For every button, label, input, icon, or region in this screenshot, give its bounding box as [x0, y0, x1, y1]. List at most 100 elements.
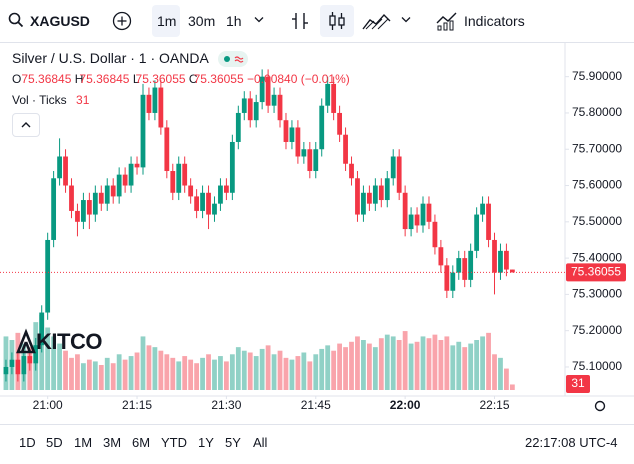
search-icon[interactable]	[8, 12, 24, 28]
candle-body	[98, 192, 104, 204]
selected-bg	[320, 5, 354, 37]
candle-body	[229, 141, 235, 193]
candle-body	[295, 127, 301, 157]
candle-body	[259, 76, 265, 103]
price-label-bg	[566, 263, 626, 282]
candle-body	[218, 185, 223, 204]
volume-bar	[301, 352, 307, 390]
volume-bar	[152, 347, 158, 390]
candle-body	[384, 178, 390, 201]
candle-body	[420, 203, 426, 226]
approx-icon	[234, 56, 244, 63]
volume-bar	[307, 361, 313, 390]
candle-body	[33, 345, 39, 364]
y-tick-label: 75.10000	[572, 359, 622, 373]
settings-icon[interactable]	[594, 400, 606, 412]
candle-body	[283, 120, 289, 142]
candle-body	[402, 192, 408, 230]
label: H	[74, 72, 84, 86]
candle-body	[331, 83, 337, 113]
compare-icon[interactable]	[290, 11, 310, 31]
add-symbol[interactable]	[112, 11, 132, 31]
interval[interactable]: 1m	[157, 13, 177, 29]
close: 75.36055	[193, 72, 244, 86]
candle-body	[462, 258, 468, 280]
range[interactable]: 5D	[46, 435, 63, 450]
x-tick-label: 22:15	[479, 398, 509, 412]
volume-bar	[337, 343, 342, 390]
candle-body	[194, 196, 200, 211]
volume-bar	[396, 340, 402, 390]
candle-body	[349, 163, 354, 179]
volume-bar	[402, 331, 408, 390]
status-badge[interactable]	[217, 51, 248, 68]
x-tick-label: 21:15	[122, 398, 152, 412]
volume-bar	[480, 336, 485, 390]
open: 75.36845	[21, 72, 72, 86]
volume-bar	[92, 361, 98, 390]
candle-body	[146, 94, 152, 113]
candle-body	[372, 185, 378, 204]
candle-body	[408, 214, 414, 230]
range[interactable]: 1Y	[198, 435, 214, 450]
volume-bar	[241, 350, 247, 390]
indicators[interactable]: Indicators	[464, 13, 525, 29]
range[interactable]: All	[253, 435, 268, 450]
x-tick-label: 21:00	[33, 398, 63, 412]
volume-bar	[146, 345, 152, 390]
collapse-button[interactable]	[12, 113, 40, 137]
volume-bar	[81, 363, 86, 390]
range[interactable]: 6M	[132, 435, 151, 450]
price-label: 75.36055	[571, 265, 621, 279]
interval[interactable]: 1h	[226, 13, 242, 29]
volume-bar	[295, 356, 301, 390]
volume-bar	[140, 336, 146, 390]
status-dot	[223, 56, 230, 63]
candle-body	[337, 112, 342, 135]
range[interactable]: 5Y	[225, 435, 241, 450]
candle-body	[450, 272, 456, 291]
volume-label: 31	[571, 376, 585, 390]
candles-icon[interactable]	[327, 11, 347, 31]
label: L	[132, 72, 140, 86]
candle-body	[86, 200, 92, 215]
range[interactable]: 1D	[19, 435, 36, 450]
candle-body	[134, 163, 140, 168]
y-tick-label: 75.60000	[572, 178, 622, 192]
candle-body	[378, 185, 384, 201]
y-tick-label: 75.50000	[572, 214, 622, 228]
range[interactable]: 3M	[103, 435, 122, 450]
candle-body	[75, 210, 80, 222]
volume-label-bg	[566, 375, 590, 393]
candle-body	[92, 192, 98, 215]
volume-bar	[247, 352, 253, 390]
volume-bar	[188, 359, 194, 390]
symbol[interactable]: XAGUSD	[30, 13, 90, 29]
candle-body	[474, 214, 480, 251]
y-tick-label: 75.40000	[572, 250, 622, 264]
volume-bar	[98, 365, 104, 390]
volume-bar	[253, 356, 259, 390]
candle-body	[3, 366, 9, 375]
interval[interactable]: 30m	[188, 13, 216, 29]
candle-body	[498, 250, 503, 273]
area-icon[interactable]	[362, 11, 392, 31]
volume-bar	[212, 359, 217, 390]
candle-body	[319, 105, 325, 150]
indicators-icon[interactable]	[436, 11, 458, 31]
range[interactable]: YTD	[161, 435, 187, 450]
volume-bar	[110, 363, 116, 390]
low: 75.36055	[135, 72, 186, 86]
candle-body	[206, 192, 211, 215]
candle-body	[301, 149, 307, 157]
volume-bar	[468, 343, 474, 390]
volume-bar	[63, 350, 68, 390]
chevron[interactable]	[401, 16, 411, 24]
candle-body	[438, 247, 444, 266]
candle-body	[39, 312, 45, 346]
label: O	[12, 72, 22, 86]
range[interactable]: 1M	[74, 435, 93, 450]
bottom-bar: 1D 5D 1M 3M 6M YTD 1Y 5Y All 22:17:08 UT…	[0, 424, 634, 464]
candle-body	[432, 221, 438, 248]
chevron[interactable]	[254, 16, 264, 24]
